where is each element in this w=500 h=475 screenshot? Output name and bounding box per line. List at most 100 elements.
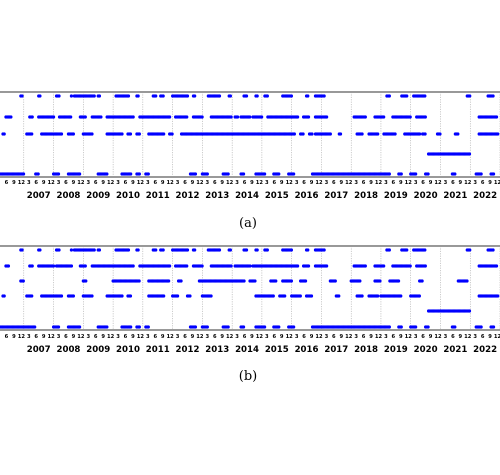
month-tick-label: 3 [414, 334, 418, 340]
year-tick-label: 2021 [443, 345, 467, 355]
data-point [453, 325, 457, 329]
month-tick-label: 12 [167, 180, 175, 186]
year-tick-label: 2012 [176, 191, 200, 201]
data-point [56, 172, 61, 176]
data-point [2, 132, 6, 136]
data-point [90, 294, 94, 298]
year-tick-label: 2014 [235, 345, 259, 355]
data-point [289, 279, 294, 283]
data-point [92, 94, 96, 98]
month-tick-label: 12 [47, 334, 55, 340]
data-point [228, 94, 233, 98]
data-point [161, 248, 165, 252]
month-tick-label: 9 [310, 180, 314, 186]
data-point [20, 94, 24, 98]
data-point [97, 248, 102, 252]
month-tick-label: 12 [375, 180, 383, 186]
year-tick-label: 2019 [384, 345, 408, 355]
data-point [170, 132, 174, 136]
data-point [185, 264, 189, 268]
month-tick-label: 6 [213, 334, 217, 340]
month-tick-label: 6 [124, 180, 128, 186]
data-point [136, 94, 140, 98]
month-tick-label: 6 [34, 180, 38, 186]
year-tick-label: 2022 [473, 345, 497, 355]
month-tick-label: 3 [235, 180, 239, 186]
data-point [185, 248, 190, 252]
data-point [69, 248, 74, 252]
month-tick-label: 3 [473, 180, 477, 186]
month-tick-label: 3 [325, 334, 329, 340]
year-tick-label: 2016 [295, 191, 319, 201]
data-point [129, 172, 133, 176]
data-point [83, 115, 87, 119]
month-tick-label: 6 [421, 334, 425, 340]
data-point [242, 279, 246, 283]
data-point [325, 264, 329, 268]
data-point [283, 294, 287, 298]
data-point [241, 172, 246, 176]
month-tick-label: 12 [464, 180, 472, 186]
year-tick-label: 2014 [235, 191, 259, 201]
data-point [38, 248, 42, 252]
month-tick-label: 6 [5, 334, 9, 340]
month-tick-label: 9 [399, 334, 403, 340]
month-tick-label: 12 [137, 334, 145, 340]
month-tick-label: 9 [101, 334, 105, 340]
data-point [185, 94, 190, 98]
plot-frame [0, 91, 500, 178]
data-point [38, 94, 42, 98]
data-point [322, 248, 326, 252]
data-point [417, 294, 421, 298]
month-tick-label: 9 [131, 334, 135, 340]
data-point [438, 132, 442, 136]
month-tick-label: 12 [196, 334, 204, 340]
month-tick-label: 12 [137, 180, 145, 186]
data-point [92, 248, 96, 252]
data-point [83, 264, 87, 268]
month-tick-label: 12 [18, 334, 26, 340]
month-tick-label: 12 [434, 334, 442, 340]
month-tick-label: 9 [459, 180, 463, 186]
data-point [51, 115, 56, 119]
data-point [325, 115, 329, 119]
data-point [162, 132, 166, 136]
year-tick-label: 2020 [414, 345, 438, 355]
month-tick-label: 3 [444, 334, 448, 340]
data-point [306, 264, 311, 268]
year-tick-label: 2008 [56, 345, 80, 355]
data-point [236, 115, 240, 119]
data-point [193, 94, 197, 98]
month-tick-label: 6 [481, 180, 485, 186]
month-tick-label: 3 [325, 180, 329, 186]
data-point [479, 172, 483, 176]
data-point [137, 325, 141, 329]
data-point [137, 279, 141, 283]
data-point [494, 115, 499, 119]
data-point [399, 172, 403, 176]
data-point [30, 294, 34, 298]
month-tick-label: 9 [459, 334, 463, 340]
data-point [376, 294, 380, 298]
month-tick-label: 6 [34, 334, 38, 340]
month-tick-label: 6 [481, 334, 485, 340]
month-tick-label: 6 [94, 180, 98, 186]
data-point [496, 294, 500, 298]
year-tick-label: 2008 [56, 191, 80, 201]
data-point [59, 294, 64, 298]
month-tick-label: 3 [146, 180, 150, 186]
data-point [387, 325, 391, 329]
month-tick-label: 9 [310, 334, 314, 340]
month-tick-label: 6 [153, 334, 157, 340]
data-point [51, 264, 56, 268]
year-tick-label: 2011 [146, 345, 170, 355]
data-point [226, 325, 230, 329]
month-tick-label: 6 [153, 180, 157, 186]
month-tick-label: 6 [451, 180, 455, 186]
data-point [57, 94, 61, 98]
data-point [205, 172, 209, 176]
month-tick-label: 6 [5, 180, 9, 186]
data-point [226, 172, 230, 176]
month-tick-label: 9 [161, 180, 165, 186]
data-point [491, 248, 495, 252]
